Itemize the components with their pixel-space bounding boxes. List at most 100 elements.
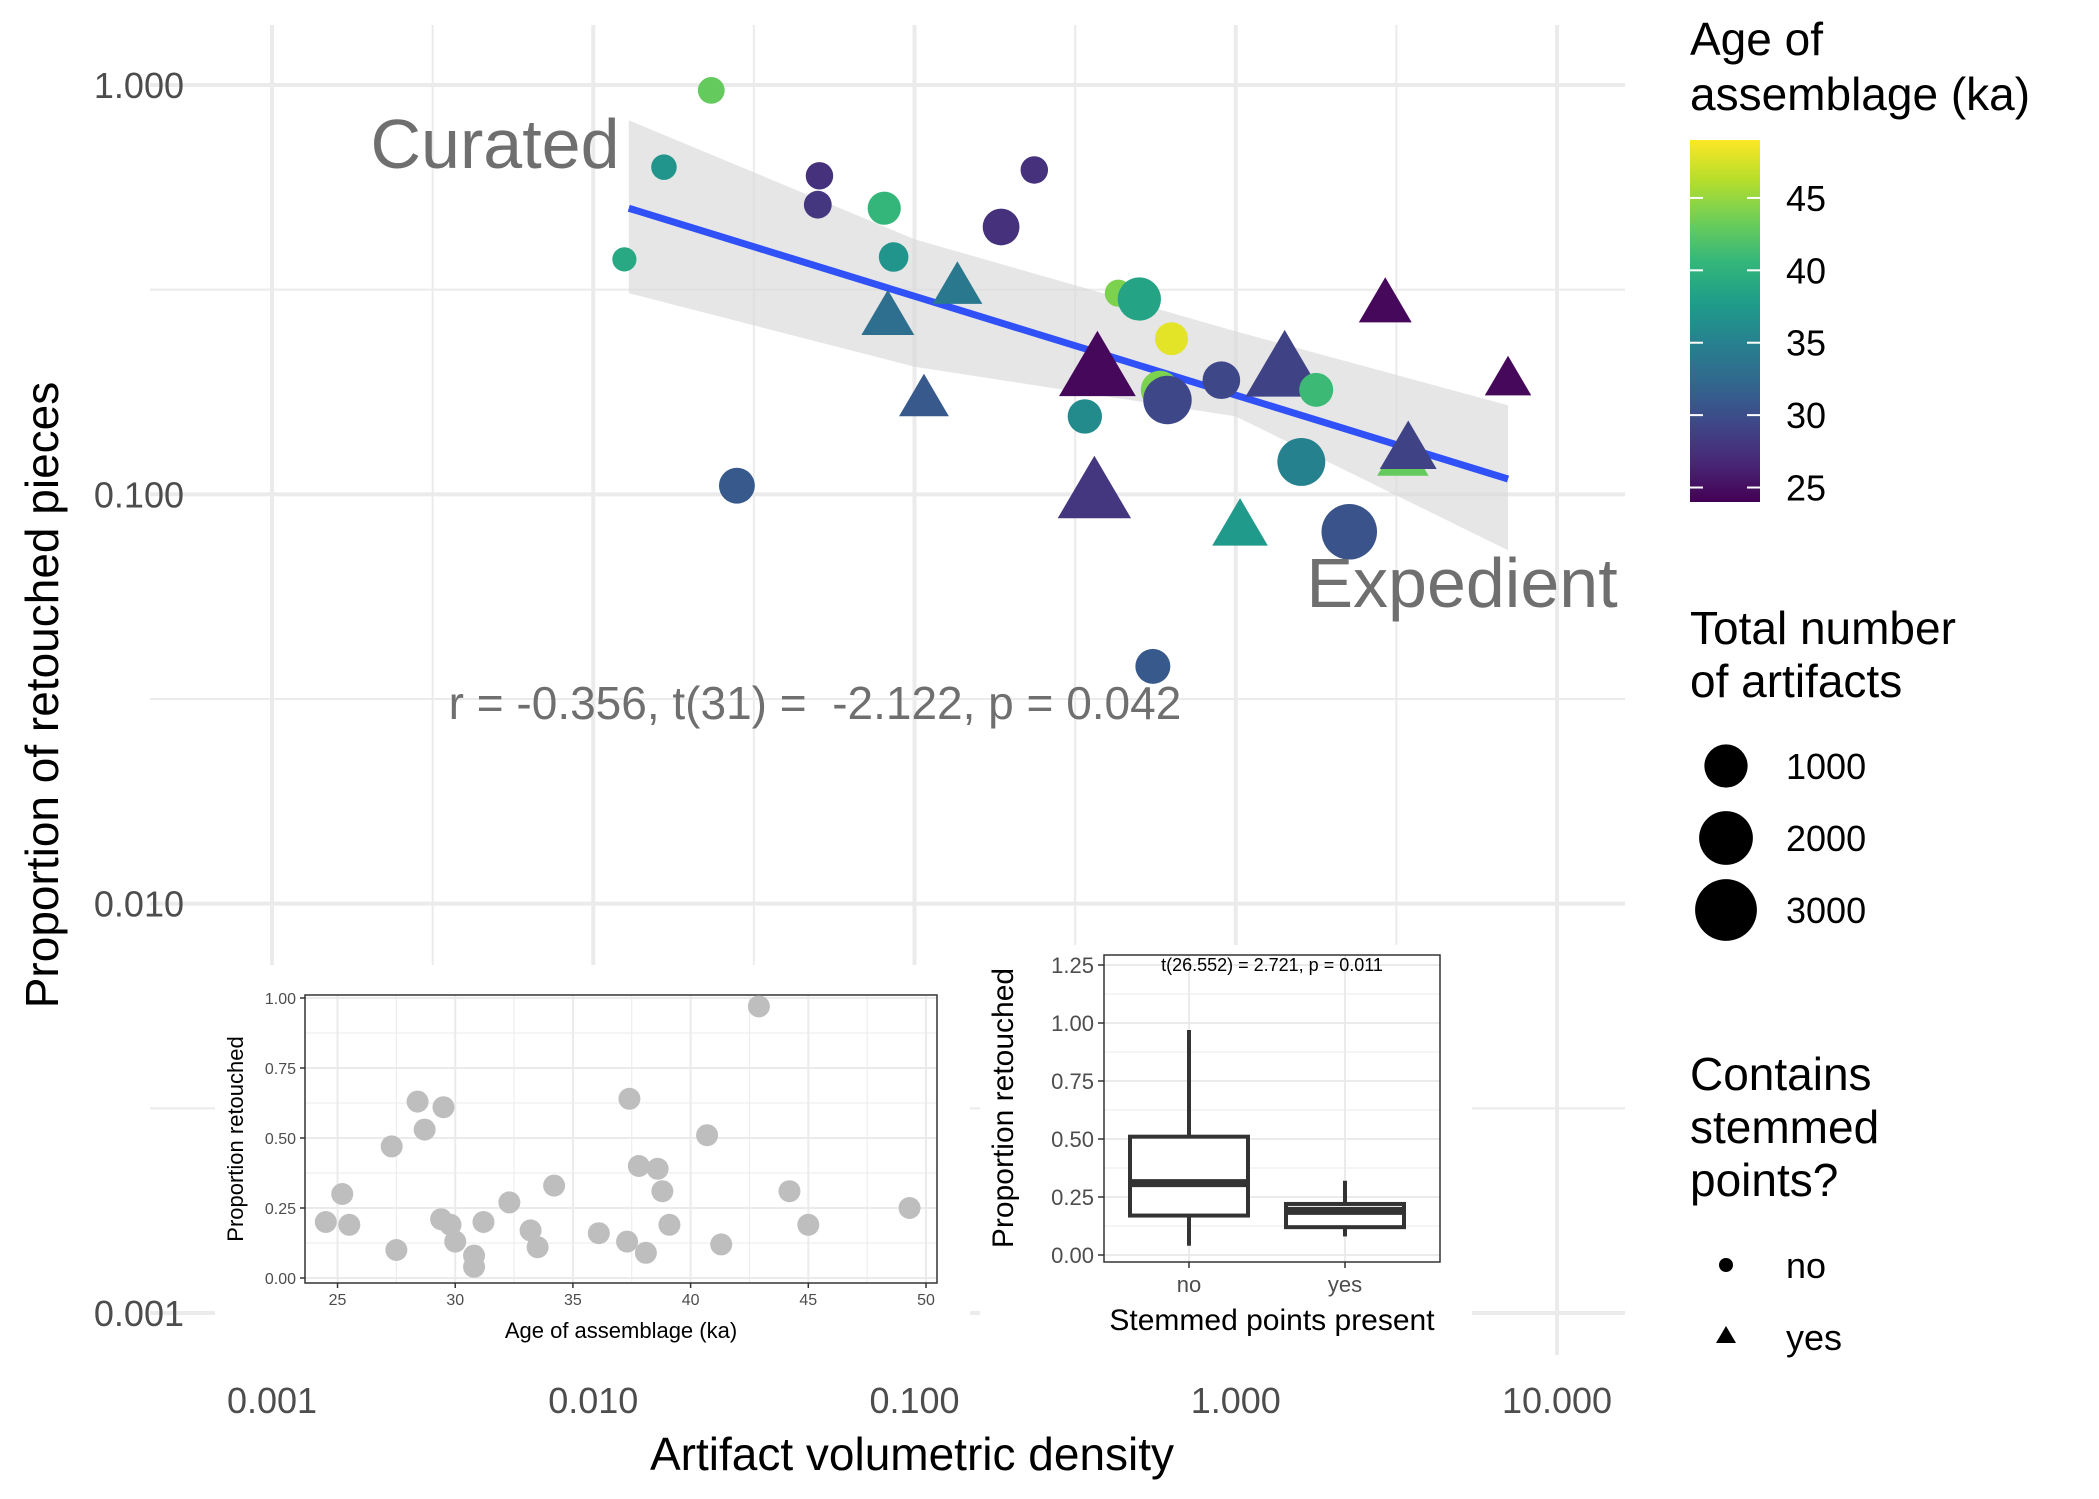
inset-stemmed-y-tick-label: 0.25 bbox=[1051, 1185, 1094, 1210]
inset-age-point bbox=[413, 1118, 436, 1141]
inset-age-point bbox=[432, 1096, 455, 1119]
main-point-circle bbox=[805, 162, 834, 190]
inset-stemmed-x-tick-label: no bbox=[1177, 1272, 1201, 1297]
inset-age-point bbox=[778, 1180, 801, 1203]
inset-age-point bbox=[898, 1197, 921, 1219]
annotation-curated: Curated bbox=[370, 105, 619, 183]
inset-age-point bbox=[710, 1233, 733, 1256]
inset-stemmed-y-tick-label: 1.25 bbox=[1051, 953, 1094, 978]
main-point-circle bbox=[1117, 277, 1161, 321]
main-y-tick-label: 1.000 bbox=[94, 65, 184, 106]
inset-stemmed-x-axis-title: Stemmed points present bbox=[1109, 1304, 1435, 1337]
legend-size-key bbox=[1699, 811, 1753, 865]
main-y-tick-label: 0.010 bbox=[94, 884, 184, 925]
main-point-circle bbox=[803, 190, 832, 219]
main-point-circle bbox=[867, 191, 901, 225]
inset-age-point bbox=[658, 1213, 681, 1236]
main-x-tick-label: 10.000 bbox=[1502, 1380, 1612, 1421]
inset-age-x-tick-label: 25 bbox=[329, 1292, 347, 1309]
inset-age-y-tick-labels: 0.00 0.25 0.50 0.75 1.00 bbox=[265, 991, 305, 1288]
legend-shape-label-yes: yes bbox=[1786, 1317, 1842, 1358]
inset-stemmed-x-tick-label: yes bbox=[1328, 1272, 1362, 1297]
legend-age-tick-label: 45 bbox=[1786, 178, 1826, 219]
legend-size-key bbox=[1704, 744, 1748, 788]
inset-stemmed-panel: no yes 0.00 0.25 0.50 0.75 1.00 1.25 t(26.552)… bbox=[980, 945, 1472, 1355]
inset-stemmed-boxes bbox=[1128, 1029, 1406, 1246]
inset-age-point bbox=[385, 1239, 408, 1261]
inset-age-x-tick-labels: 25 30 35 40 45 50 bbox=[329, 1283, 935, 1309]
legend-size-label: 3000 bbox=[1786, 890, 1866, 931]
inset-age-point bbox=[338, 1213, 361, 1236]
inset-age-x-tick-label: 45 bbox=[799, 1292, 817, 1309]
main-point-triangle bbox=[932, 261, 983, 304]
legend-age-tick-label: 40 bbox=[1786, 250, 1826, 291]
main-x-tick-label: 0.100 bbox=[869, 1380, 959, 1421]
inset-age-y-tick-label: 1.00 bbox=[265, 991, 296, 1008]
legend-size-title-line-1: Total number bbox=[1690, 602, 1956, 654]
legend-shape-title-line-3: points? bbox=[1690, 1154, 1838, 1206]
legend-size: Total number of artifacts 1000 2000 3000 bbox=[1690, 602, 1956, 941]
inset-age-point bbox=[314, 1211, 337, 1233]
main-point-triangle bbox=[1379, 420, 1437, 470]
inset-age-y-tick-label: 0.50 bbox=[265, 1131, 296, 1148]
annotation-expedient: Expedient bbox=[1306, 544, 1617, 622]
inset-age-point bbox=[472, 1211, 495, 1233]
main-point-triangle bbox=[861, 289, 915, 336]
inset-age-x-tick-label: 30 bbox=[446, 1292, 464, 1309]
inset-age-point bbox=[587, 1222, 610, 1245]
main-y-tick-label: 0.001 bbox=[94, 1293, 184, 1334]
box-iqr bbox=[1128, 1134, 1250, 1218]
inset-stemmed-y-tick-label: 0.75 bbox=[1051, 1069, 1094, 1094]
main-y-tick-label: 0.100 bbox=[94, 474, 184, 515]
main-point-circle bbox=[1067, 399, 1103, 434]
inset-age-point bbox=[797, 1213, 820, 1236]
main-point-circle bbox=[651, 154, 677, 180]
inset-age-point bbox=[646, 1157, 669, 1180]
main-point-circle bbox=[697, 77, 725, 104]
main-point-triangle bbox=[1057, 455, 1132, 519]
inset-stemmed-y-tick-label: 1.00 bbox=[1051, 1011, 1094, 1036]
main-points bbox=[612, 77, 1532, 684]
main-x-tick-label: 1.000 bbox=[1191, 1380, 1281, 1421]
inset-age-point bbox=[463, 1255, 486, 1278]
fit-confidence-band bbox=[628, 120, 1508, 551]
inset-age-point bbox=[406, 1090, 429, 1113]
inset-stemmed-annotation: t(26.552) = 2.721, p = 0.011 bbox=[1161, 955, 1383, 975]
legend-shape-label-no: no bbox=[1786, 1245, 1826, 1286]
main-x-axis-title: Artifact volumetric density bbox=[650, 1428, 1174, 1480]
legend-age-tick-label: 30 bbox=[1786, 395, 1826, 436]
main-point-circle bbox=[1277, 437, 1326, 486]
legend-age-tick-label: 35 bbox=[1786, 323, 1826, 364]
legend-shape-key-triangle bbox=[1716, 1326, 1736, 1343]
inset-age-point bbox=[519, 1219, 542, 1242]
inset-age-x-axis-title: Age of assemblage (ka) bbox=[505, 1318, 737, 1343]
inset-age-y-tick-label: 0.25 bbox=[265, 1201, 296, 1218]
main-x-tick-label: 0.001 bbox=[227, 1380, 317, 1421]
inset-stemmed-border bbox=[1103, 954, 1441, 1263]
inset-age-y-tick-label: 0.75 bbox=[265, 1061, 296, 1078]
main-point-circle bbox=[1299, 372, 1334, 407]
main-point-triangle bbox=[1358, 277, 1412, 323]
legend-age-ticks: 25 30 35 40 45 bbox=[1690, 178, 1826, 509]
inset-age-point bbox=[380, 1135, 403, 1158]
legend-size-label: 2000 bbox=[1786, 818, 1866, 859]
inset-age-point bbox=[634, 1241, 657, 1264]
main-point-circle bbox=[612, 247, 637, 272]
inset-age-background bbox=[215, 965, 970, 1355]
legend-shape-key-circle bbox=[1719, 1258, 1733, 1272]
inset-age-panel: 25 30 35 40 45 50 0.00 0.25 0.50 0.75 1.00 Age of… bbox=[215, 965, 970, 1355]
inset-age-point bbox=[526, 1236, 549, 1259]
legend-age-title-line-2: assemblage (ka) bbox=[1690, 68, 2030, 120]
legend-age-title-line-1: Age of bbox=[1690, 13, 1823, 65]
main-point-circle bbox=[1143, 375, 1192, 425]
inset-stemmed-y-axis-title: Proportion retouched bbox=[987, 968, 1020, 1248]
main-point-circle bbox=[1155, 322, 1188, 356]
inset-stemmed-y-tick-label: 0.00 bbox=[1051, 1243, 1094, 1268]
fit-regression-line bbox=[627, 204, 1510, 483]
inset-age-point bbox=[651, 1180, 674, 1203]
legend-size-label: 1000 bbox=[1786, 746, 1866, 787]
inset-age-point bbox=[696, 1124, 719, 1147]
inset-age-y-axis-title: Proportion retouched bbox=[223, 1036, 248, 1241]
main-point-triangle bbox=[1059, 330, 1136, 397]
inset-age-x-tick-label: 40 bbox=[682, 1292, 700, 1309]
